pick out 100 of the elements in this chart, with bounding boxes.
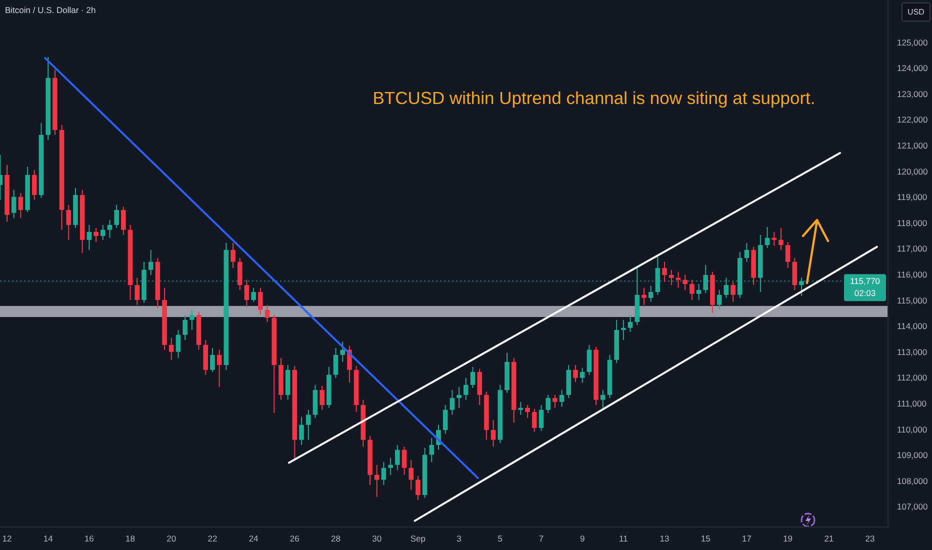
candlestick xyxy=(716,289,722,310)
x-tick-label: 24 xyxy=(248,533,259,544)
y-tick-label: 114,000 xyxy=(897,321,928,332)
x-tick-label: 3 xyxy=(456,533,462,544)
candlestick xyxy=(559,390,564,408)
candlestick xyxy=(333,347,338,378)
candlestick xyxy=(477,368,482,406)
candlestick xyxy=(18,192,24,218)
candlestick xyxy=(107,220,112,238)
candlestick xyxy=(525,404,530,418)
candlestick xyxy=(546,394,550,414)
candlestick xyxy=(388,457,393,476)
candlestick xyxy=(264,304,270,322)
candlestick xyxy=(176,329,181,359)
candlestick xyxy=(730,281,736,302)
x-tick-label: Sep xyxy=(410,533,426,544)
candlestick xyxy=(518,401,524,416)
candlestick xyxy=(66,204,72,240)
y-tick-label: 118,000 xyxy=(897,218,928,228)
candlestick xyxy=(416,475,420,500)
candlestick xyxy=(395,444,400,470)
candlestick xyxy=(456,386,462,408)
x-tick-label: 9 xyxy=(580,533,585,544)
unit-button: USD xyxy=(902,2,930,22)
candlestick xyxy=(258,287,263,316)
y-tick-label: 115,000 xyxy=(897,295,928,306)
x-tick-label: 26 xyxy=(290,533,300,544)
candlestick xyxy=(792,257,798,290)
candlestick xyxy=(662,261,667,282)
y-tick-label: 125,000 xyxy=(897,37,928,48)
candlestick xyxy=(621,319,626,340)
x-tick-label: 13 xyxy=(660,533,670,544)
candlestick xyxy=(682,274,688,290)
y-tick-label: 121,000 xyxy=(897,140,928,151)
x-tick-label: 11 xyxy=(619,533,628,544)
candlestick xyxy=(464,377,468,400)
y-tick-label: 117,000 xyxy=(897,244,928,254)
candlestick xyxy=(778,228,784,250)
y-tick-label: 116,000 xyxy=(897,269,928,280)
candlestick xyxy=(442,404,448,434)
candlestick xyxy=(230,242,236,269)
candlestick xyxy=(538,404,544,432)
candlestick xyxy=(251,287,256,302)
candlestick xyxy=(381,461,386,486)
candlestick xyxy=(182,314,188,340)
x-tick-label: 5 xyxy=(498,533,503,544)
x-tick-label: 28 xyxy=(331,533,341,544)
candlestick xyxy=(306,409,311,440)
y-tick-label: 122,000 xyxy=(897,114,928,125)
candlestick xyxy=(490,419,496,448)
candlestick xyxy=(374,464,380,498)
candlestick xyxy=(94,228,98,242)
candlestick xyxy=(580,367,585,384)
candlestick xyxy=(244,279,250,308)
candlestick xyxy=(347,345,352,384)
candlestick xyxy=(668,269,674,286)
candlestick xyxy=(320,385,324,410)
candlestick xyxy=(408,459,414,490)
y-tick-label: 123,000 xyxy=(897,88,928,99)
y-tick-label: 110,000 xyxy=(897,424,928,434)
x-tick-label: 22 xyxy=(208,533,218,544)
candlestick xyxy=(114,204,119,229)
x-tick-label: 7 xyxy=(538,533,544,544)
candlestick xyxy=(696,284,702,300)
y-tick-label: 111,000 xyxy=(897,398,927,408)
candlestick xyxy=(121,206,126,236)
x-tick-label: 17 xyxy=(742,533,752,544)
candlestick xyxy=(210,347,215,372)
y-tick-label: 109,000 xyxy=(897,450,928,460)
x-tick-label: 21 xyxy=(824,533,834,544)
candlestick xyxy=(429,438,434,462)
candlestick xyxy=(628,314,633,332)
x-tick-label: 20 xyxy=(166,533,176,544)
x-tick-label: 15 xyxy=(700,533,711,544)
candlestick xyxy=(532,408,537,432)
x-tick-label: 16 xyxy=(84,533,94,544)
candlestick xyxy=(772,231,777,246)
candlestick xyxy=(340,341,346,362)
candlestick xyxy=(785,241,790,269)
candlestick xyxy=(32,169,37,200)
candlestick xyxy=(744,242,750,262)
candlestick xyxy=(190,309,194,330)
x-tick-label: 19 xyxy=(783,533,793,544)
candlestick xyxy=(586,344,592,376)
candlestick xyxy=(11,189,16,218)
y-tick-label: 113,000 xyxy=(897,346,928,357)
y-tick-label: 124,000 xyxy=(897,63,928,74)
y-tick-label: 119,000 xyxy=(897,192,928,202)
candlestick xyxy=(690,279,694,300)
candlestick xyxy=(216,349,222,388)
y-axis-title: USD xyxy=(908,8,925,17)
candlestick xyxy=(450,390,455,416)
candlestick xyxy=(676,271,681,288)
y-tick-label: 107,000 xyxy=(897,502,928,512)
x-tick-label: 23 xyxy=(865,533,876,544)
annotation: 02:03 xyxy=(854,288,876,298)
candlestick xyxy=(134,277,140,306)
annotation: BTCUSD within Uptrend channal is now siting at support. xyxy=(372,88,816,108)
candlestick xyxy=(168,337,174,360)
candlestick xyxy=(470,366,476,388)
